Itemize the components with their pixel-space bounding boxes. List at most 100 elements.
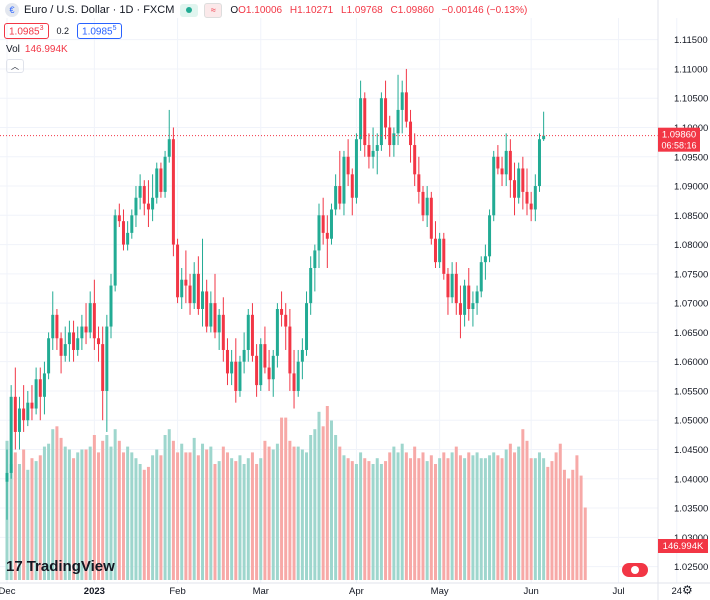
candle-body [483, 256, 487, 263]
candle [504, 133, 508, 187]
market-status-icon[interactable] [180, 3, 199, 17]
volume-bar [80, 449, 84, 580]
volume-bar [338, 446, 342, 580]
candle-body [121, 221, 125, 245]
volume-bar [454, 446, 458, 580]
candle [76, 326, 80, 356]
candle [346, 139, 350, 187]
candle [429, 191, 433, 245]
candle [176, 238, 180, 304]
volume-bar [109, 446, 113, 580]
volume-bar [479, 458, 483, 580]
candle [59, 332, 63, 374]
volume-bar [155, 449, 159, 580]
candle-body [117, 215, 121, 222]
candle-body [292, 373, 296, 391]
volume-bar [504, 449, 508, 580]
candle-body [234, 361, 238, 391]
candle [354, 133, 358, 204]
sell-button[interactable]: 1.09853 [4, 23, 49, 40]
volume-bar [88, 446, 92, 580]
candle [371, 127, 375, 169]
candle-body [138, 186, 142, 198]
candle-body [101, 344, 105, 391]
trade-buttons: 1.09853 0.2 1.09855 [4, 23, 122, 40]
candle [496, 145, 500, 175]
candle-body [180, 279, 184, 298]
time-tick-label: 2023 [84, 586, 105, 597]
volume-bar [151, 455, 155, 580]
candle [238, 355, 242, 397]
candle [517, 162, 521, 204]
volume-bar [359, 452, 363, 580]
countdown-value: 06:58:16 [661, 141, 696, 151]
last-price-value: 1.09860 [662, 130, 696, 141]
candle-body [267, 367, 271, 380]
buy-button[interactable]: 1.09855 [77, 23, 122, 40]
volume-bar [84, 449, 88, 580]
candle [134, 186, 138, 228]
candle-body [421, 191, 425, 216]
candle-body [176, 244, 180, 298]
volume-bar [42, 446, 46, 580]
candle [475, 285, 479, 315]
candle-body [475, 291, 479, 304]
volume-bar [34, 461, 38, 580]
volume-bar [475, 452, 479, 580]
candle [533, 174, 537, 222]
candle-body [409, 121, 413, 146]
candle-body [433, 238, 437, 263]
candle [525, 168, 529, 216]
volume-bar [513, 452, 517, 580]
candle-body [230, 361, 234, 374]
volume-bar [525, 440, 529, 580]
candle [438, 232, 442, 269]
volume-bar [404, 452, 408, 580]
candle-body [42, 373, 46, 397]
candle [188, 273, 192, 315]
volume-bar [354, 464, 358, 580]
candle [250, 303, 254, 362]
tradingview-logo[interactable]: 17 TradingView [6, 558, 115, 575]
volume-bar [101, 440, 105, 580]
change-value: −0.00146 (−0.13%) [441, 4, 528, 16]
volume-bar [67, 449, 71, 580]
candle [521, 156, 525, 210]
price-tick-label: 1.05000 [674, 416, 708, 427]
price-tick-label: 1.11500 [674, 35, 708, 46]
collapse-legend-button[interactable]: ︿ [6, 59, 24, 73]
candle-body [313, 250, 317, 269]
candle-body [384, 98, 388, 128]
volume-bar [550, 461, 554, 580]
us-flag-icon[interactable] [622, 563, 648, 577]
candle-body [446, 273, 450, 298]
volume-bar [217, 461, 221, 580]
volume-bar [138, 464, 142, 580]
time-tick-label: Dec [0, 586, 16, 597]
candle-body [334, 186, 338, 210]
price-tick-label: 1.09500 [674, 152, 708, 163]
volume-bar [167, 429, 171, 580]
volume-bar [309, 435, 313, 580]
candle [217, 308, 221, 350]
candle [209, 291, 213, 333]
volume-bar [579, 475, 583, 580]
symbol-title[interactable]: Euro / U.S. Dollar · 1D · FXCM [24, 4, 175, 16]
candle-body [350, 174, 354, 198]
gear-icon[interactable]: ⚙ [682, 583, 693, 597]
volume-label[interactable]: Vol [6, 44, 20, 55]
time-axis[interactable]: Dec 2023 Feb Mar Apr May Jun Jul 24 [0, 586, 682, 597]
volume-bar [292, 446, 296, 580]
candle [488, 209, 492, 263]
compare-icon[interactable]: ≈ [204, 2, 223, 18]
candle [67, 320, 71, 362]
candle-body [479, 262, 483, 292]
volume-bar [429, 455, 433, 580]
candle-body [500, 168, 504, 175]
candle [467, 268, 471, 321]
candle [350, 168, 354, 216]
candle [92, 279, 96, 350]
